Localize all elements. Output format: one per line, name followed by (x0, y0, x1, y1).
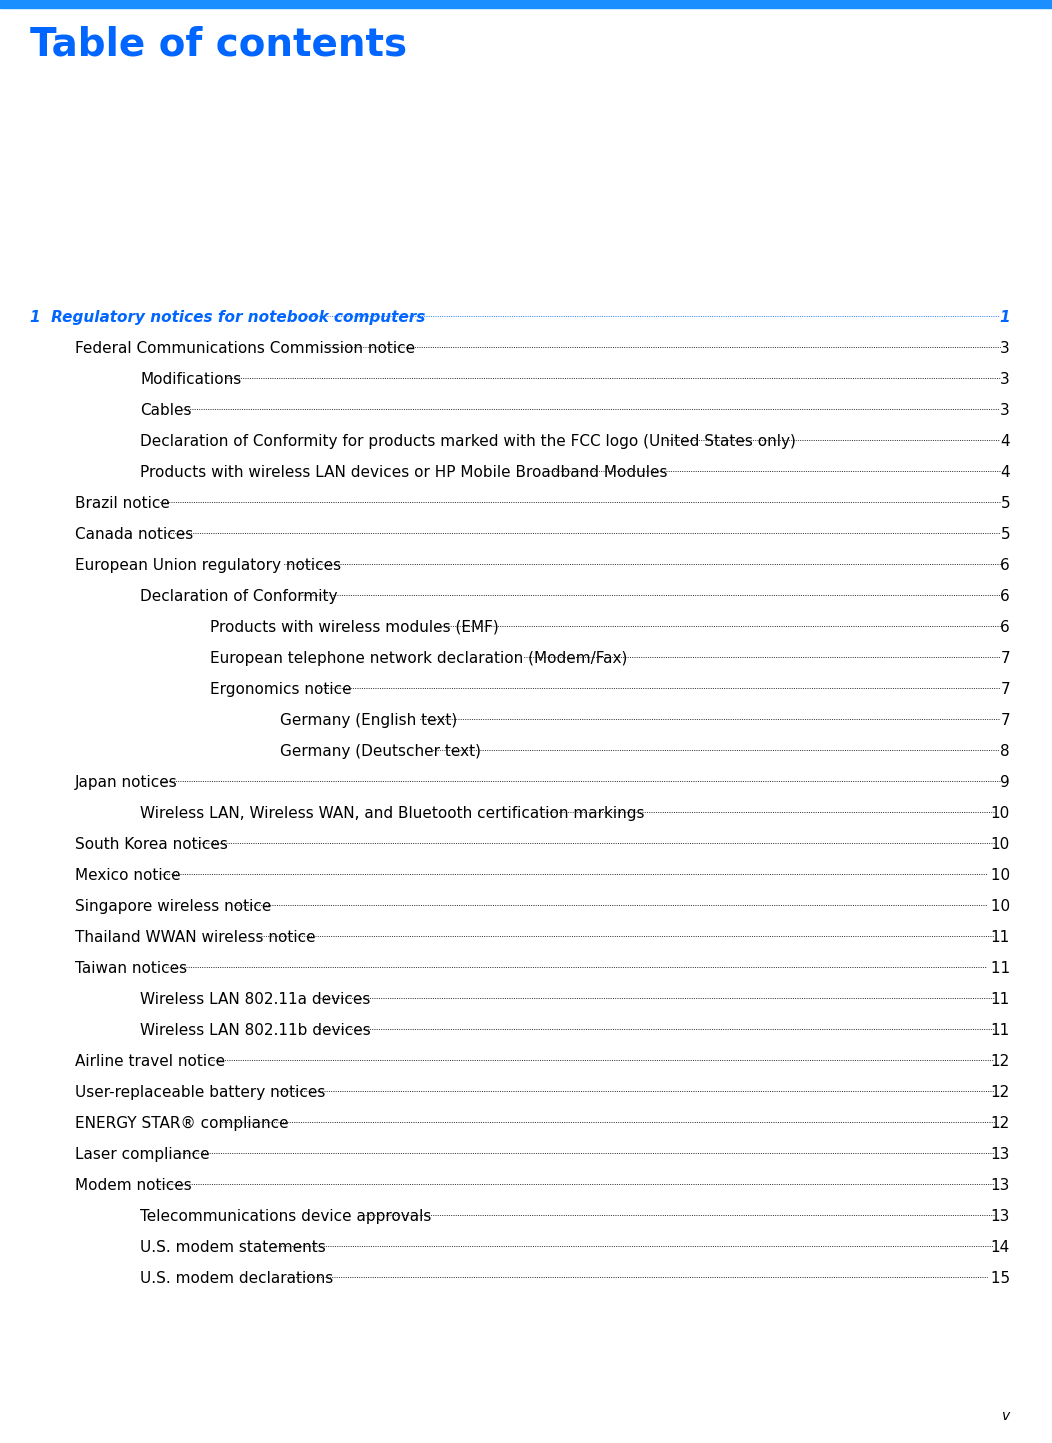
Text: 10: 10 (986, 869, 1010, 883)
Text: 5: 5 (1000, 527, 1010, 543)
Text: Germany (Deutscher text): Germany (Deutscher text) (280, 745, 481, 759)
Text: 6: 6 (1000, 620, 1010, 635)
Text: Germany (English text): Germany (English text) (280, 713, 458, 729)
Text: 3: 3 (1000, 403, 1010, 418)
Text: Singapore wireless notice: Singapore wireless notice (75, 899, 271, 913)
Text: Wireless LAN 802.11a devices: Wireless LAN 802.11a devices (140, 991, 370, 1007)
Text: User-replaceable battery notices: User-replaceable battery notices (75, 1085, 325, 1100)
Text: 13: 13 (991, 1177, 1010, 1193)
Text: v: v (1002, 1408, 1010, 1423)
Text: 4: 4 (1000, 434, 1010, 449)
Text: Brazil notice: Brazil notice (75, 496, 169, 511)
Text: 6: 6 (1000, 589, 1010, 605)
Text: Mexico notice: Mexico notice (75, 869, 181, 883)
Text: 1  Regulatory notices for notebook computers: 1 Regulatory notices for notebook comput… (31, 310, 425, 325)
Text: 4: 4 (1000, 465, 1010, 481)
Text: Modem notices: Modem notices (75, 1177, 191, 1193)
Text: 7: 7 (1000, 683, 1010, 697)
Text: ENERGY STAR® compliance: ENERGY STAR® compliance (75, 1115, 288, 1131)
Text: 1: 1 (999, 310, 1010, 325)
Text: Ergonomics notice: Ergonomics notice (210, 683, 351, 697)
Text: 12: 12 (991, 1115, 1010, 1131)
Text: Table of contents: Table of contents (31, 26, 407, 63)
Text: 10: 10 (991, 837, 1010, 851)
Text: Airline travel notice: Airline travel notice (75, 1053, 225, 1069)
Text: 11: 11 (991, 1023, 1010, 1038)
Text: 5: 5 (1000, 496, 1010, 511)
Text: Laser compliance: Laser compliance (75, 1147, 209, 1162)
Text: 12: 12 (991, 1085, 1010, 1100)
Text: 10: 10 (991, 807, 1010, 821)
Text: U.S. modem statements: U.S. modem statements (140, 1240, 326, 1255)
Text: Thailand WWAN wireless notice: Thailand WWAN wireless notice (75, 929, 316, 945)
Text: Telecommunications device approvals: Telecommunications device approvals (140, 1209, 431, 1224)
Text: 6: 6 (1000, 558, 1010, 573)
Text: 8: 8 (1000, 745, 1010, 759)
Text: 10: 10 (986, 899, 1010, 913)
Text: 7: 7 (1000, 651, 1010, 667)
Text: 3: 3 (1000, 372, 1010, 387)
Text: Wireless LAN, Wireless WAN, and Bluetooth certification markings: Wireless LAN, Wireless WAN, and Bluetoot… (140, 807, 645, 821)
Bar (0, 0, 1052, 9)
Text: South Korea notices: South Korea notices (75, 837, 228, 851)
Text: Cables: Cables (140, 403, 191, 418)
Text: European telephone network declaration (Modem/Fax): European telephone network declaration (… (210, 651, 627, 667)
Text: 13: 13 (991, 1147, 1010, 1162)
Text: 14: 14 (991, 1240, 1010, 1255)
Text: European Union regulatory notices: European Union regulatory notices (75, 558, 341, 573)
Text: Modifications: Modifications (140, 372, 241, 387)
Text: 7: 7 (1000, 713, 1010, 729)
Text: Japan notices: Japan notices (75, 775, 178, 789)
Text: Taiwan notices: Taiwan notices (75, 961, 187, 975)
Text: Declaration of Conformity for products marked with the FCC logo (United States o: Declaration of Conformity for products m… (140, 434, 796, 449)
Text: 3: 3 (1000, 341, 1010, 356)
Text: 11: 11 (986, 961, 1010, 975)
Text: 13: 13 (991, 1209, 1010, 1224)
Text: Wireless LAN 802.11b devices: Wireless LAN 802.11b devices (140, 1023, 370, 1038)
Text: 12: 12 (991, 1053, 1010, 1069)
Text: 9: 9 (1000, 775, 1010, 789)
Text: Declaration of Conformity: Declaration of Conformity (140, 589, 338, 605)
Text: Canada notices: Canada notices (75, 527, 194, 543)
Text: Products with wireless modules (EMF): Products with wireless modules (EMF) (210, 620, 499, 635)
Text: Products with wireless LAN devices or HP Mobile Broadband Modules: Products with wireless LAN devices or HP… (140, 465, 668, 481)
Text: 11: 11 (991, 929, 1010, 945)
Text: U.S. modem declarations: U.S. modem declarations (140, 1271, 333, 1286)
Text: Federal Communications Commission notice: Federal Communications Commission notice (75, 341, 416, 356)
Text: 11: 11 (991, 991, 1010, 1007)
Text: 15: 15 (986, 1271, 1010, 1286)
